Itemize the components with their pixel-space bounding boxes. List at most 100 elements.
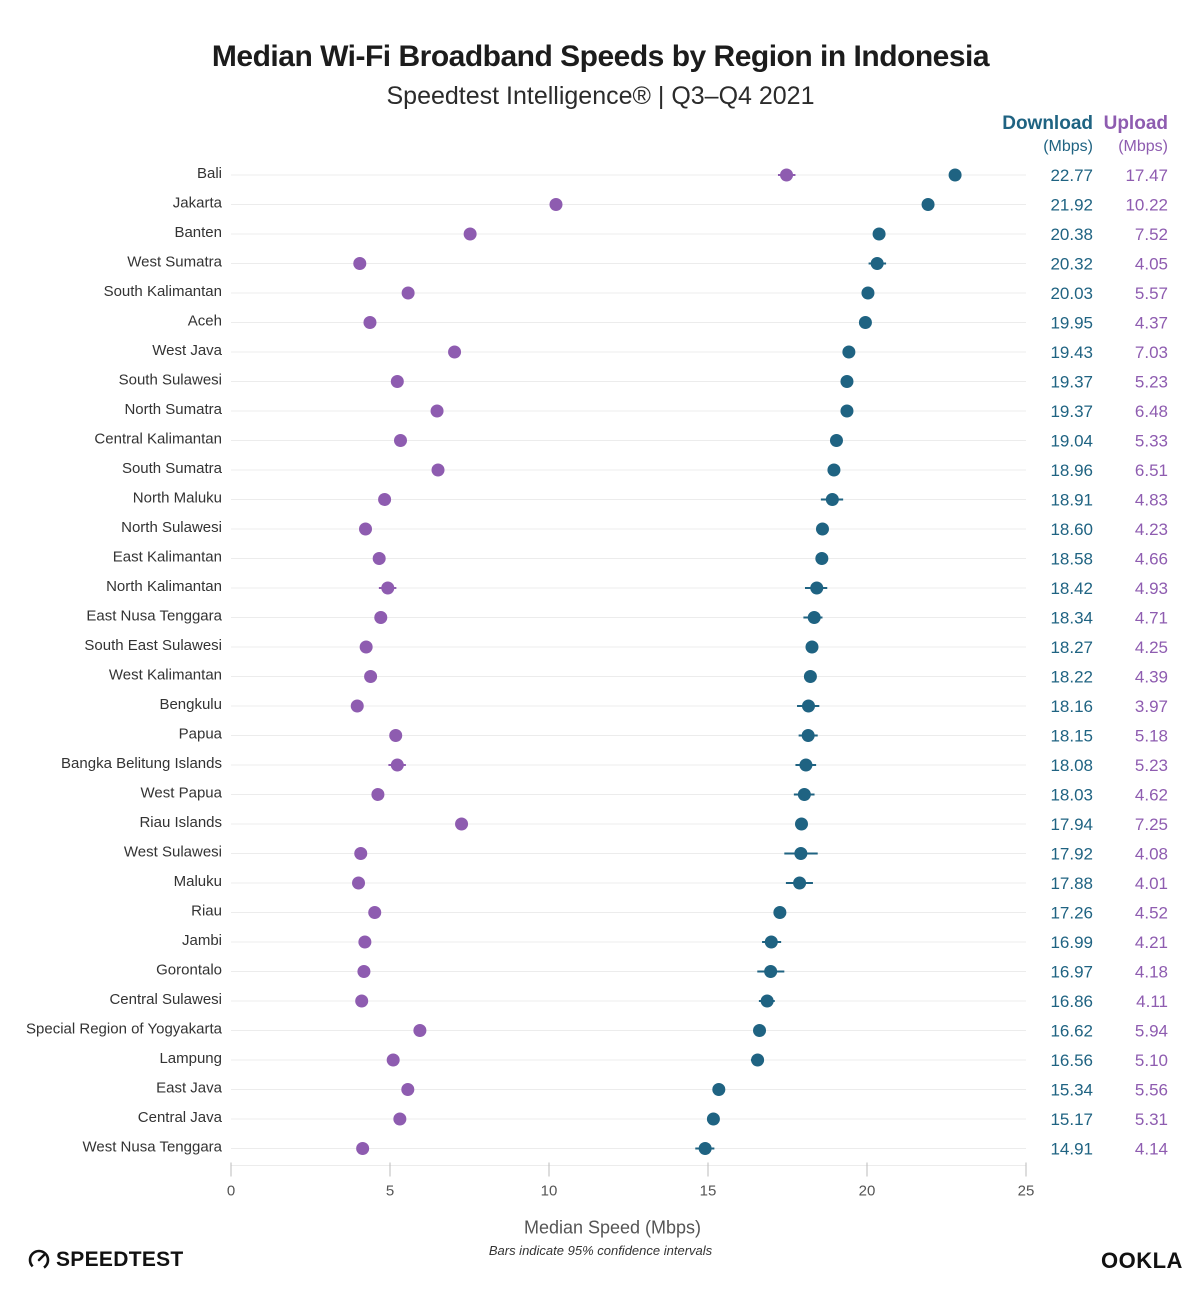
download-value: 17.26 [1050,904,1093,923]
download-dot [793,876,807,890]
region-label: East Kalimantan [113,549,222,566]
download-value: 20.32 [1050,255,1093,274]
download-value: 17.94 [1050,815,1093,834]
download-value: 18.34 [1050,609,1093,628]
download-value: 20.03 [1050,284,1093,303]
region-label: South Sumatra [122,460,223,477]
upload-dot [413,1024,427,1037]
download-value: 18.58 [1050,550,1093,569]
download-value: 18.27 [1050,638,1093,657]
x-tick-label: 20 [859,1183,876,1200]
upload-value: 4.93 [1135,579,1168,598]
upload-value: 7.52 [1135,225,1168,244]
upload-value: 4.14 [1135,1140,1168,1159]
upload-dot [401,286,415,300]
region-label: Central Sulawesi [109,991,222,1008]
region-label: Riau [191,903,222,920]
upload-dot [390,758,404,772]
region-label: North Maluku [133,490,222,507]
upload-dot [401,1083,415,1096]
download-dot [921,198,935,211]
region-label: East Java [156,1080,223,1097]
region-label: Special Region of Yogyakarta [26,1021,223,1038]
upload-value: 7.03 [1135,343,1168,362]
download-value: 16.56 [1050,1051,1093,1070]
upload-value: 4.39 [1135,668,1168,687]
download-value: 21.92 [1050,196,1093,215]
download-dot [840,404,854,418]
upload-dot [386,1053,400,1067]
upload-dot [359,640,373,654]
region-label: Central Java [138,1109,223,1126]
download-value: 18.16 [1050,697,1093,716]
upload-dot [463,227,477,241]
download-dot [825,493,839,506]
download-value: 19.95 [1050,314,1093,333]
region-label: South Kalimantan [104,283,222,300]
upload-dot [352,876,366,890]
region-label: Jakarta [173,195,223,212]
download-value: 20.38 [1050,225,1093,244]
region-label: Lampung [159,1050,222,1067]
download-value: 16.97 [1050,963,1093,982]
download-dot [870,257,884,270]
download-dot [706,1112,720,1126]
download-dot [810,581,824,595]
upload-value: 4.83 [1135,491,1168,510]
download-dot [773,906,787,919]
upload-dot [358,935,372,949]
region-label: Bali [197,165,222,182]
upload-dot [378,493,392,506]
chart-subtitle: Speedtest Intelligence® | Q3–Q4 2021 [386,82,815,110]
download-value: 18.08 [1050,756,1093,775]
download-value: 19.43 [1050,343,1093,362]
download-value: 14.91 [1050,1140,1093,1159]
upload-dot [357,965,371,978]
region-label: Gorontalo [156,962,222,979]
download-value: 22.77 [1050,166,1093,185]
region-label: West Sulawesi [124,844,222,861]
download-dot [712,1083,726,1096]
download-value: 18.22 [1050,668,1093,687]
download-value: 16.99 [1050,933,1093,952]
ookla-logo: OOKLA [1101,1248,1183,1273]
speedtest-logo: SPEEDTEST [28,1248,184,1272]
upload-dot [368,906,382,919]
upload-dot [353,257,367,270]
x-tick-label: 10 [541,1183,558,1200]
download-dot [948,168,962,182]
x-tick-label: 5 [386,1183,394,1200]
upload-value: 4.37 [1135,314,1168,333]
download-dot [803,670,817,683]
download-dot [794,847,808,860]
download-value: 18.96 [1050,461,1093,480]
download-dot [872,227,886,241]
download-dot [764,935,778,949]
upload-value: 4.01 [1135,874,1168,893]
upload-value: 7.25 [1135,815,1168,834]
download-dot [805,640,819,654]
download-dot [858,316,872,329]
upload-value: 3.97 [1135,697,1168,716]
download-value: 18.15 [1050,727,1093,746]
region-label: West Sumatra [127,254,222,271]
speedtest-logo-text: SPEEDTEST [56,1248,184,1271]
upload-dot [364,670,378,683]
upload-dot [354,847,368,860]
upload-column-header: Upload [1103,113,1168,134]
region-label: Maluku [174,873,222,890]
upload-value: 4.11 [1136,992,1168,1011]
region-label: East Nusa Tenggara [86,608,222,625]
upload-dot [393,434,407,447]
region-label: Central Kalimantan [94,431,222,448]
upload-dot [780,168,794,182]
region-label: Aceh [188,313,222,330]
download-value: 17.92 [1050,845,1093,864]
download-value: 18.60 [1050,520,1093,539]
region-label: Jambi [182,932,222,949]
download-dot [751,1053,765,1067]
download-dot [829,434,843,447]
download-dot [840,375,854,388]
region-label: North Sumatra [124,401,222,418]
